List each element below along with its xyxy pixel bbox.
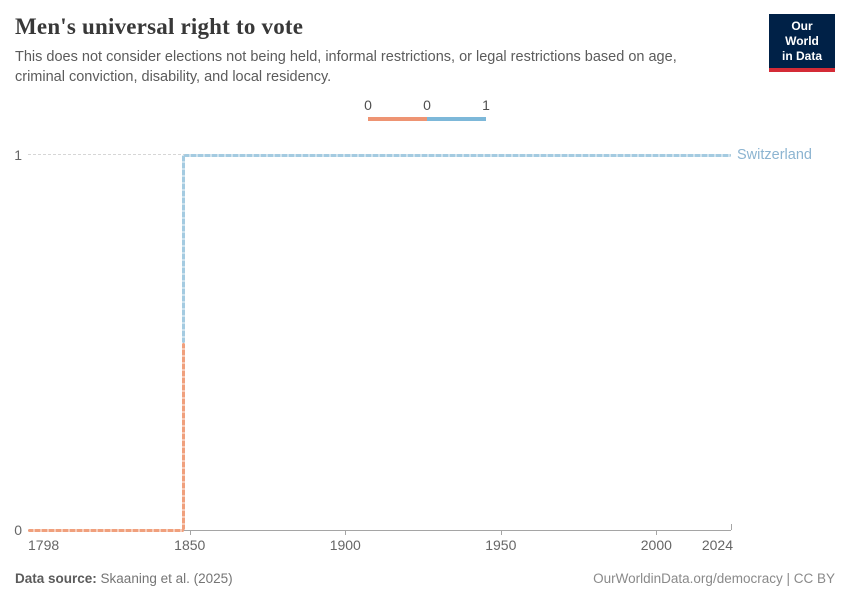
owid-logo-line2: in Data bbox=[781, 49, 822, 63]
legend-tick-label: 1 bbox=[482, 97, 490, 113]
series-line-segment bbox=[182, 155, 186, 343]
x-axis-end-tick bbox=[731, 524, 732, 530]
series-label-switzerland[interactable]: Switzerland bbox=[737, 147, 812, 163]
page-title: Men's universal right to vote bbox=[15, 14, 304, 39]
owid-logo-box: Our World in Data bbox=[769, 14, 835, 72]
y-axis-tick-label: 0 bbox=[14, 522, 22, 538]
x-axis-tick-label: 1900 bbox=[329, 537, 361, 553]
x-axis-tick-label: 1950 bbox=[485, 537, 517, 553]
x-axis-tick bbox=[345, 530, 347, 535]
series-line-segment bbox=[182, 342, 186, 530]
footer-license: | CC BY bbox=[786, 571, 835, 586]
x-axis-tick bbox=[500, 530, 502, 535]
x-axis-tick-label: 1850 bbox=[174, 537, 206, 553]
y-axis-tick-label: 1 bbox=[14, 147, 22, 163]
gridline-y-0 bbox=[28, 530, 731, 531]
footer-url-link[interactable]: OurWorldinData.org/democracy bbox=[593, 571, 783, 586]
series-line-segment bbox=[28, 528, 184, 532]
owid-logo[interactable]: Our World in Data bbox=[769, 14, 835, 72]
legend-segment-value-1 bbox=[427, 117, 486, 121]
chart-subtitle: This does not consider elections not bei… bbox=[15, 49, 677, 85]
legend-segment-value-0 bbox=[368, 117, 427, 121]
legend-tick-label: 0 bbox=[423, 97, 431, 113]
chart-footer: Data source: Skaaning et al. (2025) OurW… bbox=[15, 571, 835, 586]
series-line-segment bbox=[183, 153, 731, 157]
chart-header: Men's universal right to vote This does … bbox=[15, 14, 755, 87]
x-axis-tick-label: 2000 bbox=[640, 537, 672, 553]
x-axis-tick bbox=[189, 530, 191, 535]
x-axis-tick bbox=[656, 530, 658, 535]
data-source-label: Data source: bbox=[15, 571, 97, 586]
owid-logo-line1: Our World bbox=[785, 19, 819, 48]
data-source: Data source: Skaaning et al. (2025) bbox=[15, 571, 233, 586]
legend-tick-label: 0 bbox=[364, 97, 372, 113]
color-legend: 0 0 1 bbox=[364, 97, 490, 123]
footer-attribution: OurWorldinData.org/democracy | CC BY bbox=[593, 571, 835, 586]
x-axis-tick-label: 2024 bbox=[701, 537, 733, 553]
legend-color-bar bbox=[368, 117, 486, 121]
data-source-value: Skaaning et al. (2025) bbox=[100, 571, 233, 586]
x-axis-tick-label: 1798 bbox=[28, 537, 60, 553]
